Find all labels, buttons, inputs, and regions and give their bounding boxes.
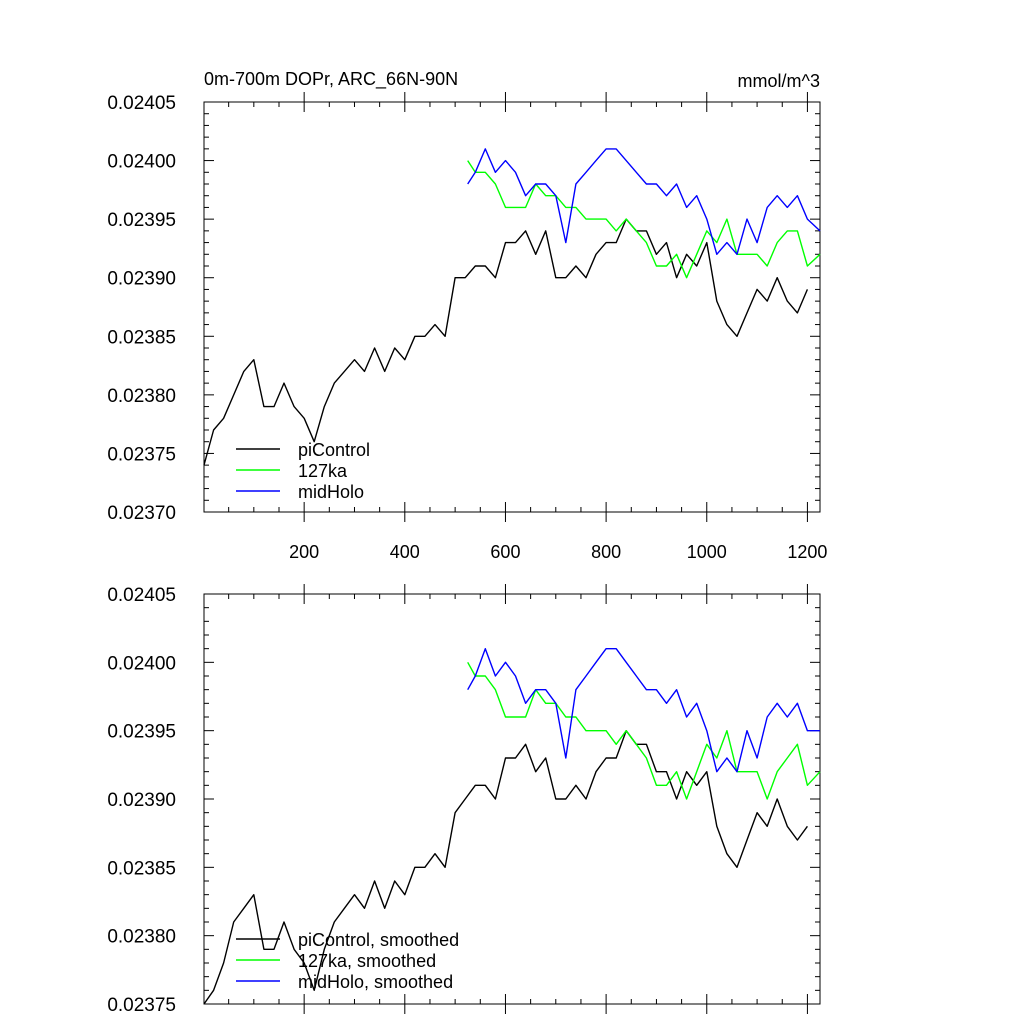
y-tick-label: 0.02395 [107,210,176,231]
series-line-2 [467,648,820,773]
legend-label: midHolo [298,482,364,502]
x-tick-label: 600 [490,542,520,562]
y-tick-label: 0.02390 [107,790,176,811]
legend-label: piControl, smoothed [298,930,459,950]
legend-label: 127ka [298,461,348,481]
chart-units-label: mmol/m^3 [738,71,820,91]
chart-title-left: 0m-700m DOPr, ARC_66N-90N [204,69,458,90]
y-tick-label: 0.02400 [107,653,176,674]
x-tick-label: 800 [591,542,621,562]
x-tick-label: 1000 [687,542,727,562]
plot-frame [203,101,821,513]
plot-frame [203,593,821,1005]
y-tick-label: 0.02375 [107,995,176,1016]
x-tick-label: 1200 [787,542,827,562]
series-line-1 [467,160,821,279]
y-tick-label: 0.02380 [107,386,176,407]
lower-plot-panel: 0.02375 0.02380 0.02385 0.02390 0.02395 0.024… [107,584,821,1016]
y-tick-label: 0.02390 [107,269,176,290]
y-tick-label: 0.02400 [107,152,176,173]
y-tick-label: 0.02405 [107,93,176,114]
series-line-0 [203,218,809,466]
series-line-2 [467,148,821,256]
y-tick-label: 0.02385 [107,327,176,348]
legend-label: piControl [298,440,370,460]
y-tick-label: 0.02395 [107,722,176,743]
series-line-1 [467,661,821,800]
y-tick-label: 0.02405 [107,585,176,606]
y-tick-label: 0.02380 [107,927,176,948]
upper-plot-panel: 200 400 600 800 1000 1200 0.02370 0.02375 0.0238… [107,92,827,562]
legend-label: midHolo, smoothed [298,972,453,992]
y-tick-label: 0.02375 [107,444,176,465]
y-tick-label: 0.02370 [107,503,176,524]
y-tick-label: 0.02385 [107,858,176,879]
x-tick-label: 400 [390,542,420,562]
x-tick-label: 200 [289,542,319,562]
series-line-0 [203,730,808,1005]
legend-label: 127ka, smoothed [298,951,436,971]
